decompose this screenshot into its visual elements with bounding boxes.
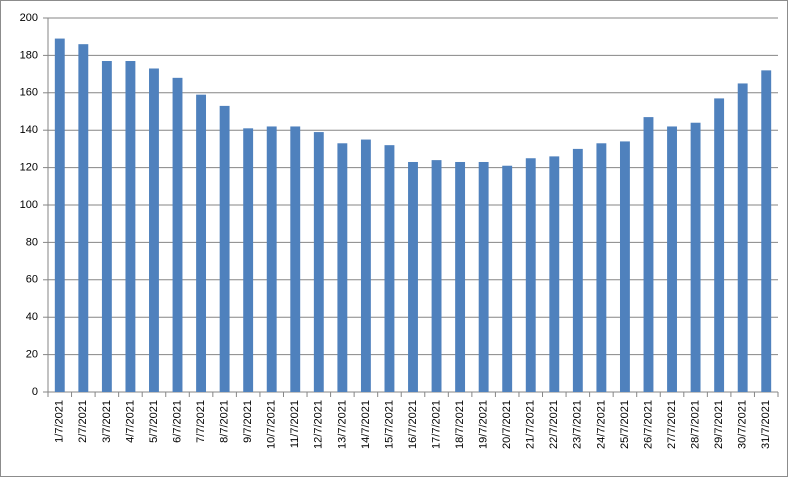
bar	[408, 161, 418, 392]
x-tick-label: 20/7/2021	[501, 400, 513, 449]
bar	[525, 158, 536, 392]
x-tick-label: 9/7/2021	[242, 400, 254, 443]
y-tick-label: 20	[26, 349, 38, 361]
x-tick-label: 24/7/2021	[595, 400, 607, 449]
y-tick-label: 160	[20, 87, 38, 99]
x-tick-label: 3/7/2021	[101, 400, 113, 443]
y-tick-label: 0	[32, 386, 38, 398]
x-tick-label: 11/7/2021	[289, 400, 301, 448]
y-tick-label: 180	[20, 49, 38, 61]
x-tick-label: 6/7/2021	[171, 400, 183, 443]
x-tick-label: 2/7/2021	[77, 400, 89, 443]
bar	[172, 77, 183, 392]
y-tick-label: 200	[20, 12, 38, 24]
x-tick-label: 10/7/2021	[266, 400, 278, 449]
x-tick-label: 29/7/2021	[713, 400, 725, 449]
bar	[266, 126, 277, 393]
bar	[243, 128, 254, 392]
x-tick-label: 1/7/2021	[54, 400, 66, 443]
bar	[290, 126, 301, 393]
x-tick-label: 8/7/2021	[219, 400, 231, 443]
bar	[667, 126, 677, 393]
bar	[149, 68, 159, 393]
bar	[337, 143, 348, 392]
x-tick-label: 27/7/2021	[666, 400, 678, 449]
bar	[478, 161, 489, 392]
x-tick-label: 26/7/2021	[642, 400, 654, 449]
x-tick-label: 12/7/2021	[313, 400, 325, 449]
bar	[643, 117, 654, 393]
bar	[384, 145, 395, 392]
bar	[54, 38, 65, 392]
bar	[125, 61, 136, 392]
bar	[690, 122, 701, 392]
bar	[313, 132, 324, 392]
x-tick-label: 4/7/2021	[124, 400, 136, 443]
x-tick-label: 31/7/2021	[760, 400, 772, 449]
x-tick-label: 23/7/2021	[572, 400, 584, 449]
x-tick-label: 22/7/2021	[548, 400, 560, 449]
x-tick-label: 18/7/2021	[454, 400, 466, 449]
bar	[101, 61, 112, 392]
bar	[619, 141, 630, 392]
bar	[502, 165, 513, 392]
y-tick-label: 40	[26, 311, 38, 323]
x-tick-label: 14/7/2021	[360, 400, 372, 449]
bar	[572, 148, 583, 392]
x-tick-label: 25/7/2021	[619, 400, 631, 449]
bar	[219, 105, 230, 392]
bar	[737, 83, 748, 392]
x-tick-label: 19/7/2021	[478, 400, 490, 449]
x-tick-label: 30/7/2021	[737, 400, 749, 449]
bar	[360, 139, 371, 392]
x-tick-label: 28/7/2021	[689, 400, 701, 449]
bar	[196, 94, 207, 393]
y-tick-label: 140	[20, 124, 38, 136]
x-tick-label: 15/7/2021	[383, 400, 395, 449]
bar	[78, 44, 89, 393]
x-tick-label: 16/7/2021	[407, 400, 419, 449]
x-tick-label: 17/7/2021	[430, 400, 442, 449]
bar	[761, 70, 772, 393]
x-tick-label: 7/7/2021	[195, 400, 207, 443]
x-tick-label: 13/7/2021	[336, 400, 348, 449]
y-tick-label: 60	[26, 274, 38, 286]
y-tick-label: 120	[20, 162, 38, 174]
x-tick-label: 21/7/2021	[525, 400, 537, 449]
x-tick-label: 5/7/2021	[148, 400, 160, 443]
bar	[596, 143, 607, 392]
y-tick-label: 100	[20, 199, 38, 211]
bar	[549, 156, 560, 392]
bar	[714, 98, 725, 392]
bar	[455, 161, 466, 392]
y-tick-label: 80	[26, 236, 38, 248]
bar	[431, 160, 442, 392]
